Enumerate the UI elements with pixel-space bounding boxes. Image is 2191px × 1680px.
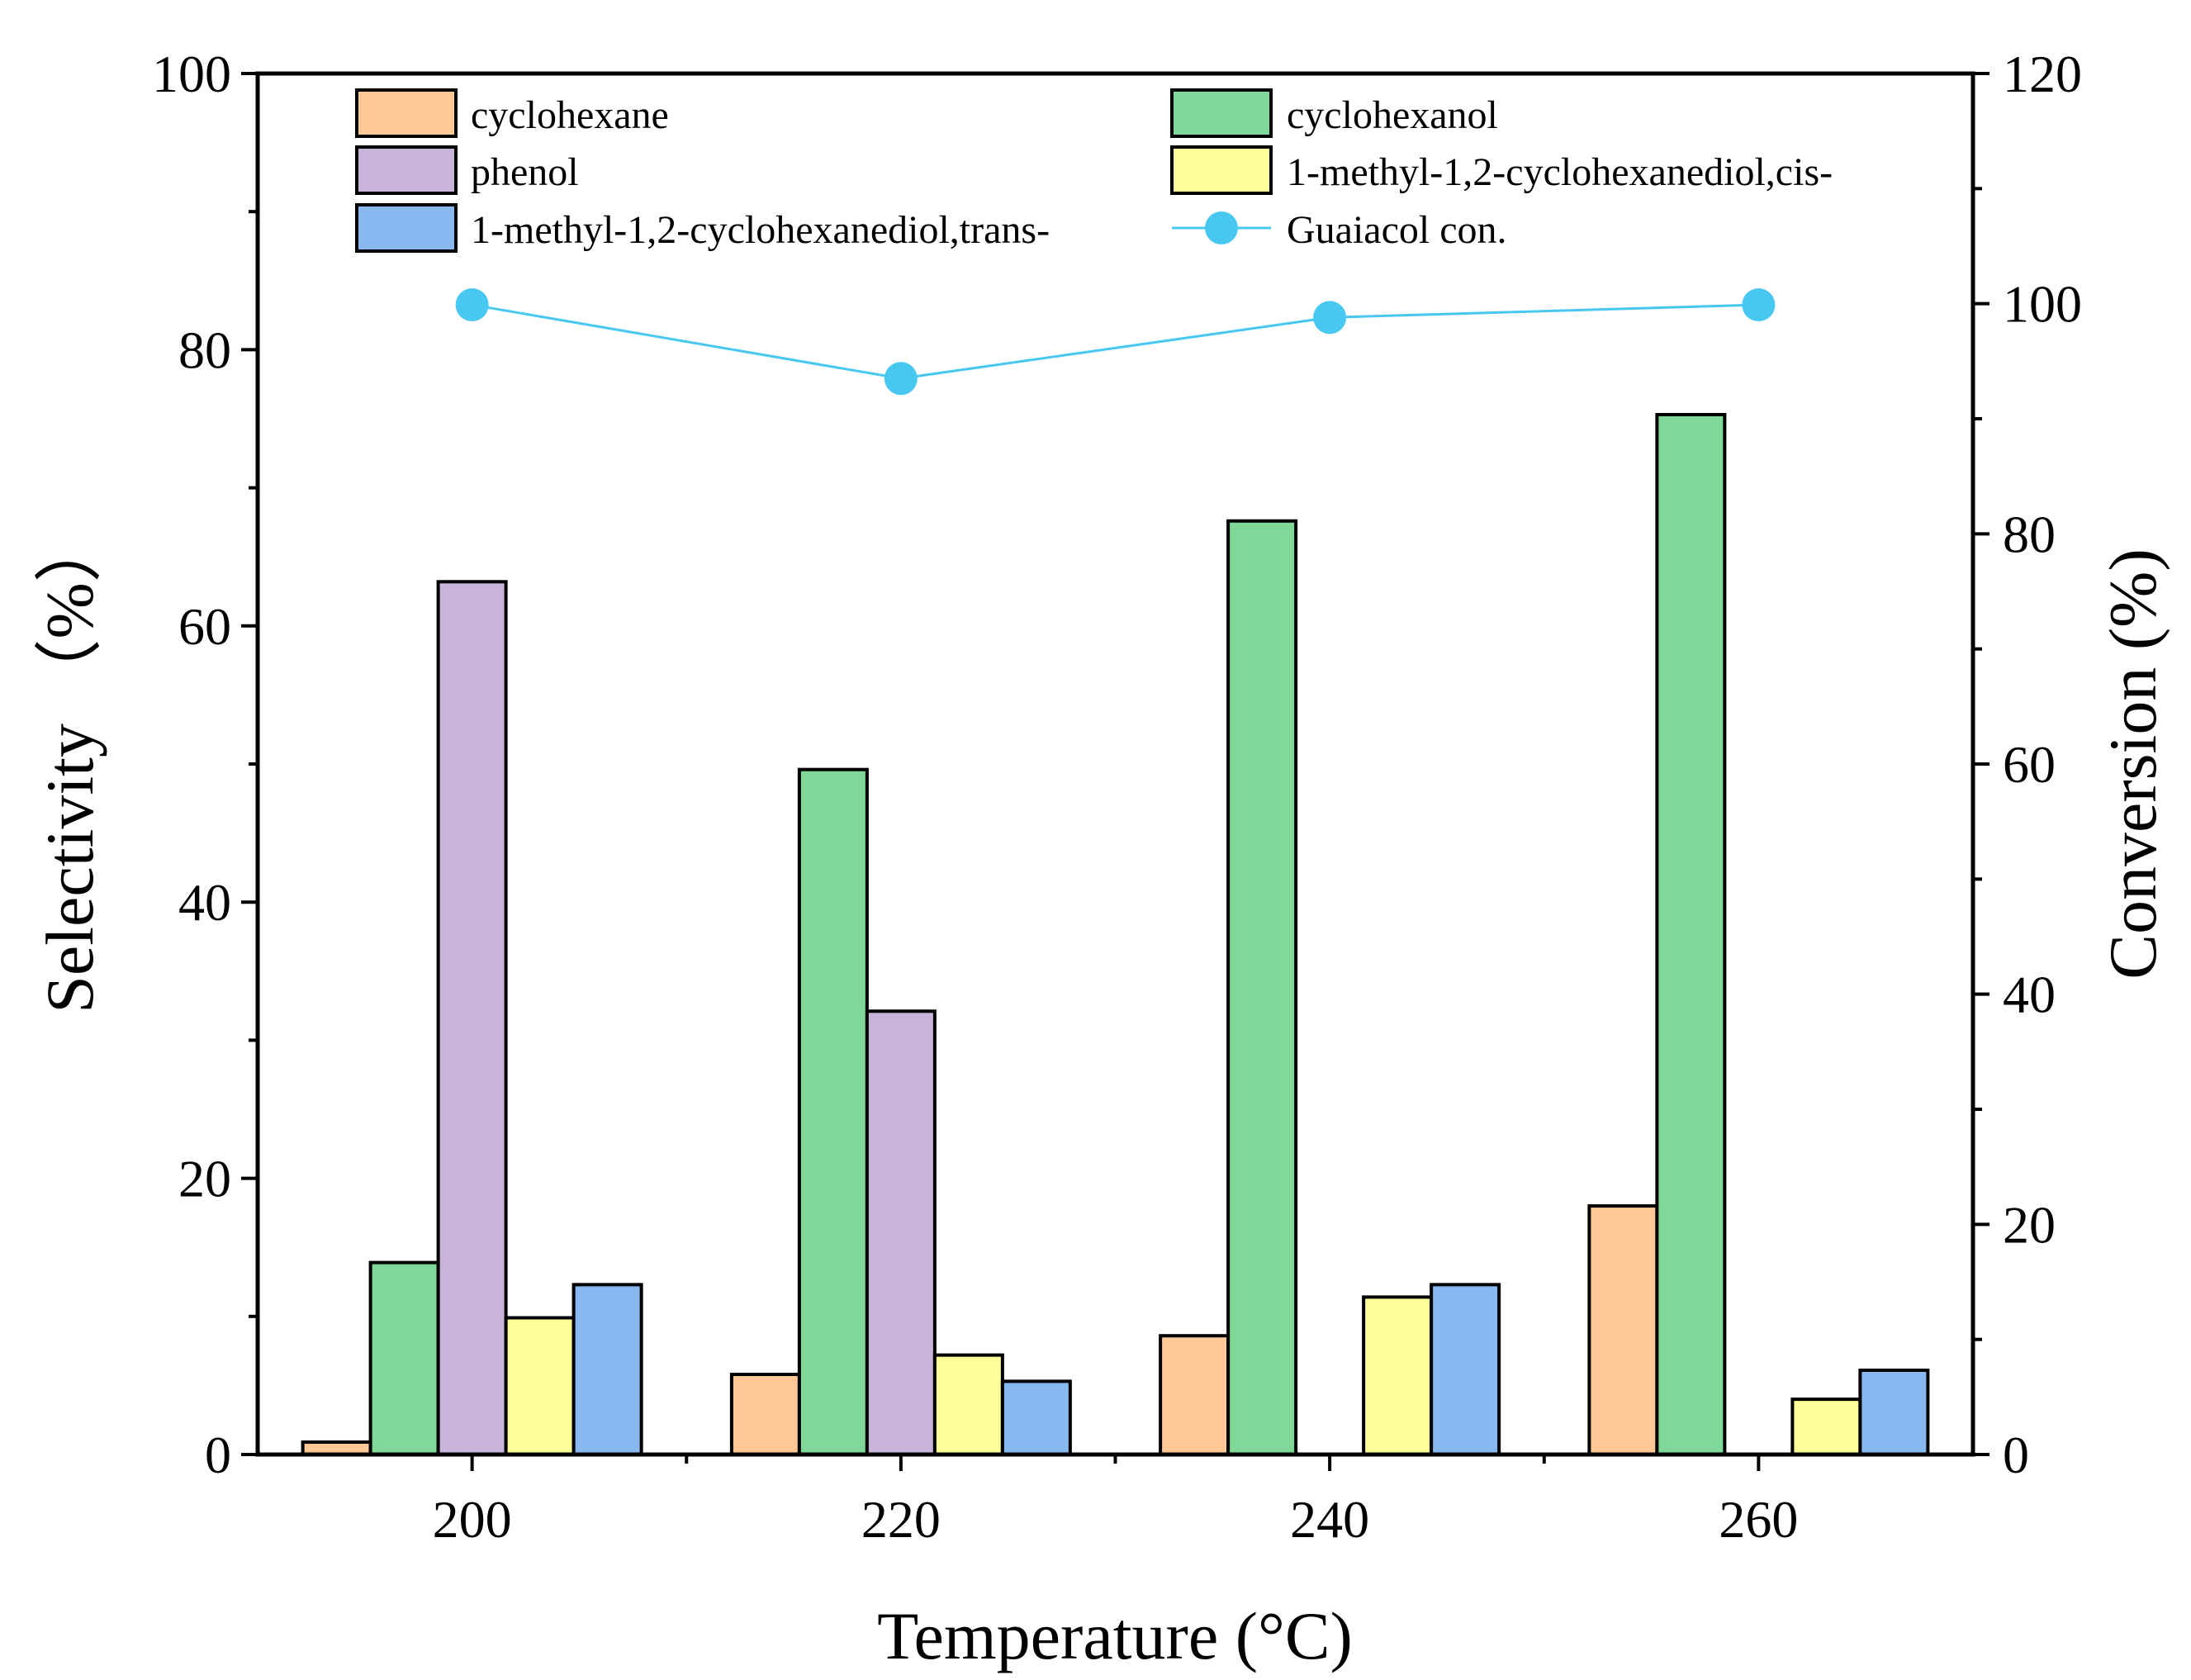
legend-label-phenol: phenol	[471, 150, 579, 194]
x-tick-label-240: 240	[1290, 1490, 1369, 1549]
bar-cyclohexanol-220	[797, 767, 869, 1456]
y-tick-label-60: 60	[178, 597, 231, 656]
x-tick-label-200: 200	[433, 1490, 512, 1549]
bar-cyclohexanol-240	[1226, 519, 1298, 1456]
bar-cyclohexanol-260	[1655, 412, 1727, 1456]
legend-label-guaiacol: Guaiacol con.	[1287, 208, 1507, 252]
y2-tick-label-100: 100	[2003, 275, 2082, 334]
y-axis-title: Selectivity （%）	[32, 515, 107, 1013]
bar-cyclohexanol-200	[368, 1260, 440, 1457]
conversion-line	[455, 288, 1776, 396]
y-tick-label-0: 0	[205, 1426, 231, 1484]
legend-label-cyclohexanol: cyclohexanol	[1287, 93, 1498, 137]
conversion-point-260	[1742, 288, 1776, 322]
bar-phenol-220	[865, 1009, 937, 1456]
legend: cyclohexane phenol 1-methyl-1,2-cyclohex…	[355, 88, 1833, 253]
y2-tick-label-80: 80	[2003, 505, 2056, 563]
conversion-point-200	[455, 288, 489, 322]
y-tick-label-80: 80	[178, 320, 231, 379]
bars	[301, 412, 1930, 1457]
y2-tick-label-60: 60	[2003, 735, 2056, 794]
y2-axis-title: Conversion (%)	[2095, 548, 2170, 980]
axis-ticks: 0 20 40 60 80 100 0 20 40 60 80 100 120 200 220 240 260	[152, 45, 2082, 1549]
bar-1-methyl-1-2-cyclohexanediol-cis-200	[504, 1316, 576, 1457]
y2-tick-label-0: 0	[2003, 1426, 2029, 1484]
bar-1-methyl-1-2-cyclohexanediol-trans-200	[571, 1283, 643, 1456]
bar-1-methyl-1-2-cyclohexanediol-trans-260	[1858, 1369, 1930, 1457]
legend-swatch-cyclohexanol	[1170, 88, 1273, 138]
bar-cyclohexane-240	[1159, 1334, 1231, 1457]
bar-1-methyl-1-2-cyclohexanediol-cis-260	[1790, 1398, 1862, 1456]
y-tick-label-40: 40	[178, 873, 231, 932]
bar-phenol-200	[436, 580, 508, 1456]
legend-swatch-cis	[1170, 145, 1273, 195]
bar-1-methyl-1-2-cyclohexanediol-cis-240	[1362, 1295, 1434, 1456]
legend-label-trans: 1-methyl-1,2-cyclohexanediol,trans-	[471, 208, 1050, 252]
y-tick-label-20: 20	[178, 1150, 231, 1208]
legend-swatch-cyclohexane	[355, 88, 458, 138]
y2-tick-label-40: 40	[2003, 966, 2056, 1024]
conversion-point-240	[1313, 301, 1347, 335]
bar-cyclohexane-220	[729, 1373, 801, 1457]
bar-1-methyl-1-2-cyclohexanediol-trans-220	[1000, 1379, 1072, 1457]
legend-swatch-trans	[355, 203, 458, 253]
bar-1-methyl-1-2-cyclohexanediol-trans-240	[1430, 1283, 1501, 1456]
y2-tick-label-20: 20	[2003, 1195, 2056, 1254]
x-axis-title: Temperature (°C)	[877, 1598, 1353, 1673]
x-tick-label-220: 220	[861, 1490, 941, 1549]
legend-marker-guaiacol	[1205, 211, 1238, 244]
bar-1-methyl-1-2-cyclohexanediol-cis-220	[932, 1353, 1004, 1456]
conversion-point-220	[884, 362, 918, 396]
y2-tick-label-120: 120	[2003, 45, 2082, 103]
legend-label-cyclohexane: cyclohexane	[471, 93, 669, 137]
legend-label-cis: 1-methyl-1,2-cyclohexanediol,cis-	[1287, 150, 1833, 194]
conversion-polyline	[472, 303, 1759, 380]
legend-swatch-phenol	[355, 145, 458, 195]
x-tick-label-260: 260	[1719, 1490, 1798, 1549]
bar-cyclohexane-260	[1587, 1204, 1659, 1457]
y-tick-label-100: 100	[152, 45, 231, 103]
